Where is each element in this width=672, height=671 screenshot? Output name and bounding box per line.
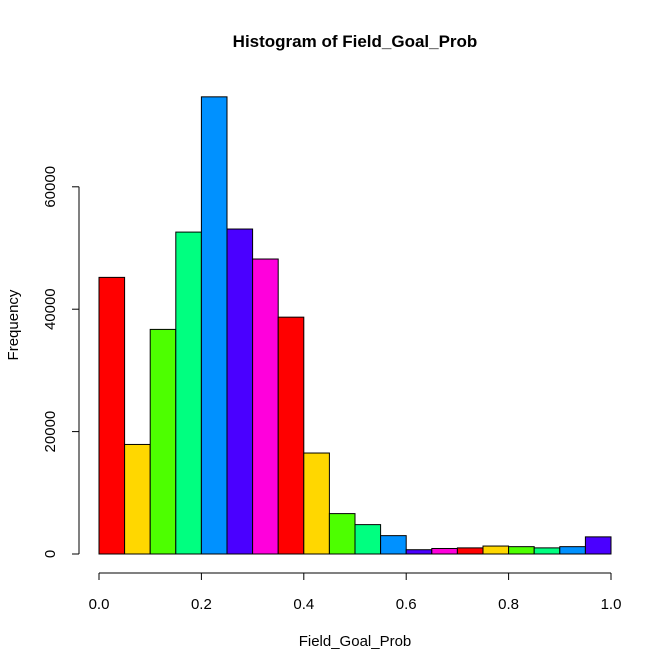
histogram-bar xyxy=(124,443,151,555)
bars-group xyxy=(98,96,612,555)
y-tick-label: 20000 xyxy=(42,411,59,453)
x-tick-label: 0.6 xyxy=(396,596,417,613)
histogram-bar xyxy=(226,228,254,555)
histogram-bar xyxy=(200,96,228,555)
histogram-bar xyxy=(303,452,330,555)
y-tick-label: 60000 xyxy=(42,166,59,208)
histogram-bar xyxy=(456,547,484,555)
histogram-bar xyxy=(584,536,612,555)
histogram-bar xyxy=(508,546,535,555)
y-axis: 0 20000 40000 60000 xyxy=(42,166,80,558)
histogram-bar xyxy=(559,546,586,555)
histogram-bar xyxy=(175,231,202,555)
x-axis: 0.0 0.2 0.4 0.6 0.8 1.0 xyxy=(89,572,622,613)
x-tick-label: 1.0 xyxy=(601,596,622,613)
histogram-bar xyxy=(482,545,510,555)
histogram-bar xyxy=(380,535,407,555)
histogram-bar xyxy=(98,276,126,555)
chart-title: Histogram of Field_Goal_Prob xyxy=(233,32,478,51)
histogram-bar xyxy=(354,524,382,555)
x-tick-label: 0.4 xyxy=(293,596,314,613)
histogram-bar xyxy=(277,316,305,555)
y-axis-label: Frequency xyxy=(5,289,22,360)
histogram-bar xyxy=(328,513,356,555)
histogram-bar xyxy=(252,258,279,555)
x-tick-label: 0.0 xyxy=(89,596,110,613)
histogram-bar xyxy=(431,547,458,555)
y-tick-label: 0 xyxy=(42,550,59,558)
x-tick-label: 0.2 xyxy=(191,596,212,613)
y-tick-label: 40000 xyxy=(42,288,59,330)
histogram-bar xyxy=(405,549,433,555)
histogram-bar xyxy=(533,547,561,555)
x-axis-label: Field_Goal_Prob xyxy=(299,633,412,650)
histogram-bar xyxy=(149,328,177,555)
x-tick-label: 0.8 xyxy=(498,596,519,613)
